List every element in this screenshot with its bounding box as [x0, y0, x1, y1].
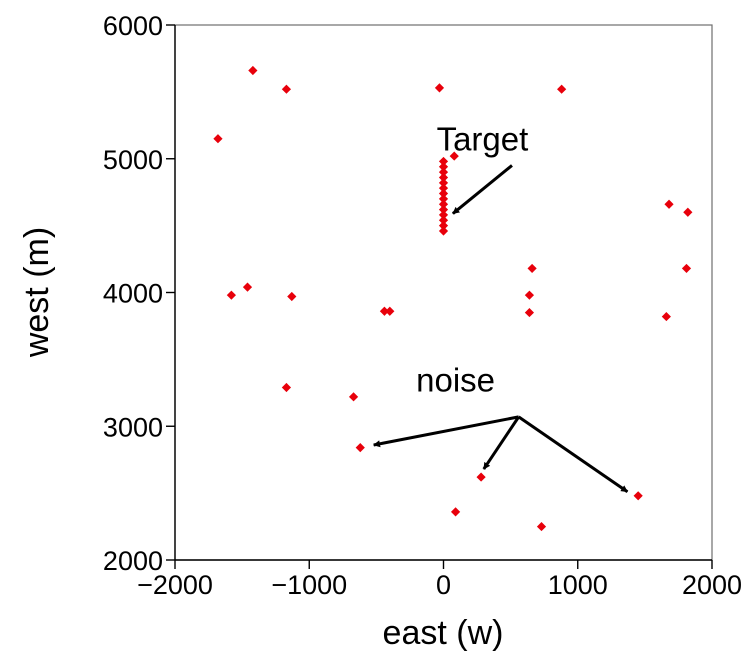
y-axis-label: west (m)	[18, 227, 56, 358]
data-point	[438, 156, 449, 167]
data-point	[242, 282, 253, 292]
data-point	[438, 221, 449, 231]
data-point	[557, 84, 567, 94]
data-point	[450, 507, 461, 517]
data-point	[661, 311, 671, 322]
data-point	[385, 306, 395, 316]
data-point	[226, 290, 236, 300]
x-axis-ticks: −2000 −1000 0 1000 2000	[137, 560, 742, 600]
data-point	[633, 491, 643, 501]
data-point	[527, 263, 537, 274]
annotation-label: noise	[416, 361, 495, 398]
annotation-arrow	[482, 416, 520, 470]
x-tick-label: −2000	[137, 570, 213, 600]
data-point	[281, 84, 292, 94]
data-point	[438, 199, 449, 209]
data-point	[213, 134, 223, 144]
data-points	[213, 65, 693, 532]
data-point	[664, 199, 674, 209]
y-tick-label: 5000	[103, 145, 163, 175]
data-point	[438, 172, 449, 183]
annotation-arrow	[517, 415, 629, 494]
data-point	[438, 188, 449, 199]
data-point	[536, 521, 547, 532]
data-point	[281, 382, 292, 393]
plot-frame	[174, 24, 713, 561]
data-point	[476, 472, 486, 482]
annotations: Target noise	[373, 121, 629, 494]
annotation-arrow	[373, 415, 519, 448]
data-point	[524, 307, 535, 318]
data-point	[438, 215, 449, 225]
y-axis-ticks: 2000 3000 4000 5000 6000	[103, 11, 175, 576]
y-tick-label: 6000	[103, 11, 163, 41]
data-point	[438, 178, 449, 188]
annotation-label: Target	[437, 121, 529, 158]
data-point	[248, 65, 258, 76]
data-point	[524, 290, 535, 300]
data-point	[438, 162, 449, 172]
x-tick-label: 0	[436, 570, 451, 600]
data-point	[438, 167, 449, 177]
data-point	[355, 443, 365, 453]
y-tick-label: 4000	[103, 279, 163, 309]
data-point	[438, 183, 449, 193]
data-point	[438, 226, 449, 236]
plot-area-border	[174, 24, 713, 561]
data-point	[449, 151, 459, 161]
data-point	[438, 210, 449, 220]
data-point	[348, 392, 359, 402]
y-tick-label: 3000	[103, 412, 163, 442]
data-point	[681, 263, 692, 274]
data-point	[438, 194, 449, 204]
x-tick-label: −1000	[271, 570, 347, 600]
data-point	[379, 306, 390, 316]
data-point	[438, 204, 449, 215]
x-tick-label: 1000	[548, 570, 608, 600]
x-axis-label: east (w)	[383, 614, 504, 652]
data-point	[287, 291, 297, 302]
x-tick-label: 2000	[682, 570, 742, 600]
annotation-arrow	[451, 164, 513, 215]
data-point	[434, 83, 445, 93]
data-point	[683, 207, 693, 217]
y-tick-label: 2000	[103, 546, 163, 576]
